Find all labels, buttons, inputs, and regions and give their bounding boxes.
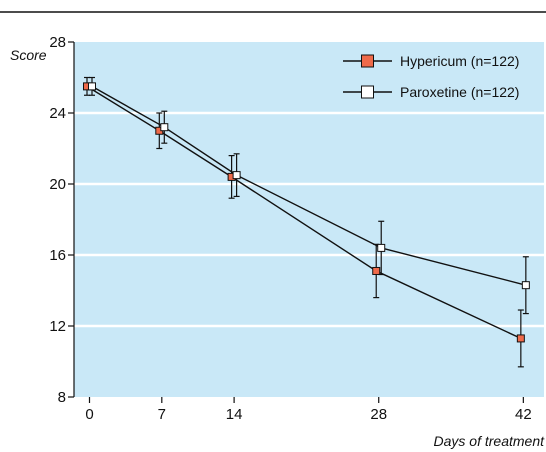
- axis-ticks: 8 12 16 20 24 28 0 7 14 28 42: [49, 34, 531, 423]
- x-tick-label-7: 7: [158, 406, 166, 423]
- legend-marker: [361, 85, 374, 99]
- data-point: [372, 266, 381, 275]
- series-1: [82, 76, 525, 368]
- x-tick-label-42: 42: [515, 406, 532, 423]
- legend: Hypericum (n=122) Paroxetine (n=122): [343, 53, 519, 100]
- y-tick-label-28: 28: [49, 34, 66, 51]
- x-tick-label-0: 0: [85, 406, 93, 423]
- series-2: [87, 76, 530, 315]
- y-axis-title: Score: [10, 47, 47, 63]
- series-layer: [82, 76, 530, 368]
- legend-entry-2: Paroxetine (n=122): [343, 84, 519, 100]
- data-point: [87, 82, 96, 91]
- y-tick-label-24: 24: [49, 105, 66, 122]
- legend-marker: [361, 54, 374, 68]
- y-tick-label-8: 8: [58, 389, 66, 406]
- gridlines: [74, 111, 544, 328]
- plot-area: [74, 42, 544, 397]
- y-tick-label-20: 20: [49, 176, 66, 193]
- data-point: [516, 334, 525, 343]
- legend-entry-1: Hypericum (n=122): [343, 53, 519, 69]
- data-point: [377, 243, 386, 252]
- y-tick-label-12: 12: [49, 318, 66, 335]
- data-point: [521, 281, 530, 290]
- legend-label: Paroxetine (n=122): [400, 84, 519, 100]
- x-tick-label-28: 28: [370, 406, 387, 423]
- legend-label: Hypericum (n=122): [400, 53, 519, 69]
- data-point: [232, 171, 241, 180]
- data-point: [160, 123, 169, 132]
- x-tick-label-14: 14: [226, 406, 243, 423]
- y-tick-label-16: 16: [49, 247, 66, 264]
- x-axis-title: Days of treatment: [434, 433, 546, 449]
